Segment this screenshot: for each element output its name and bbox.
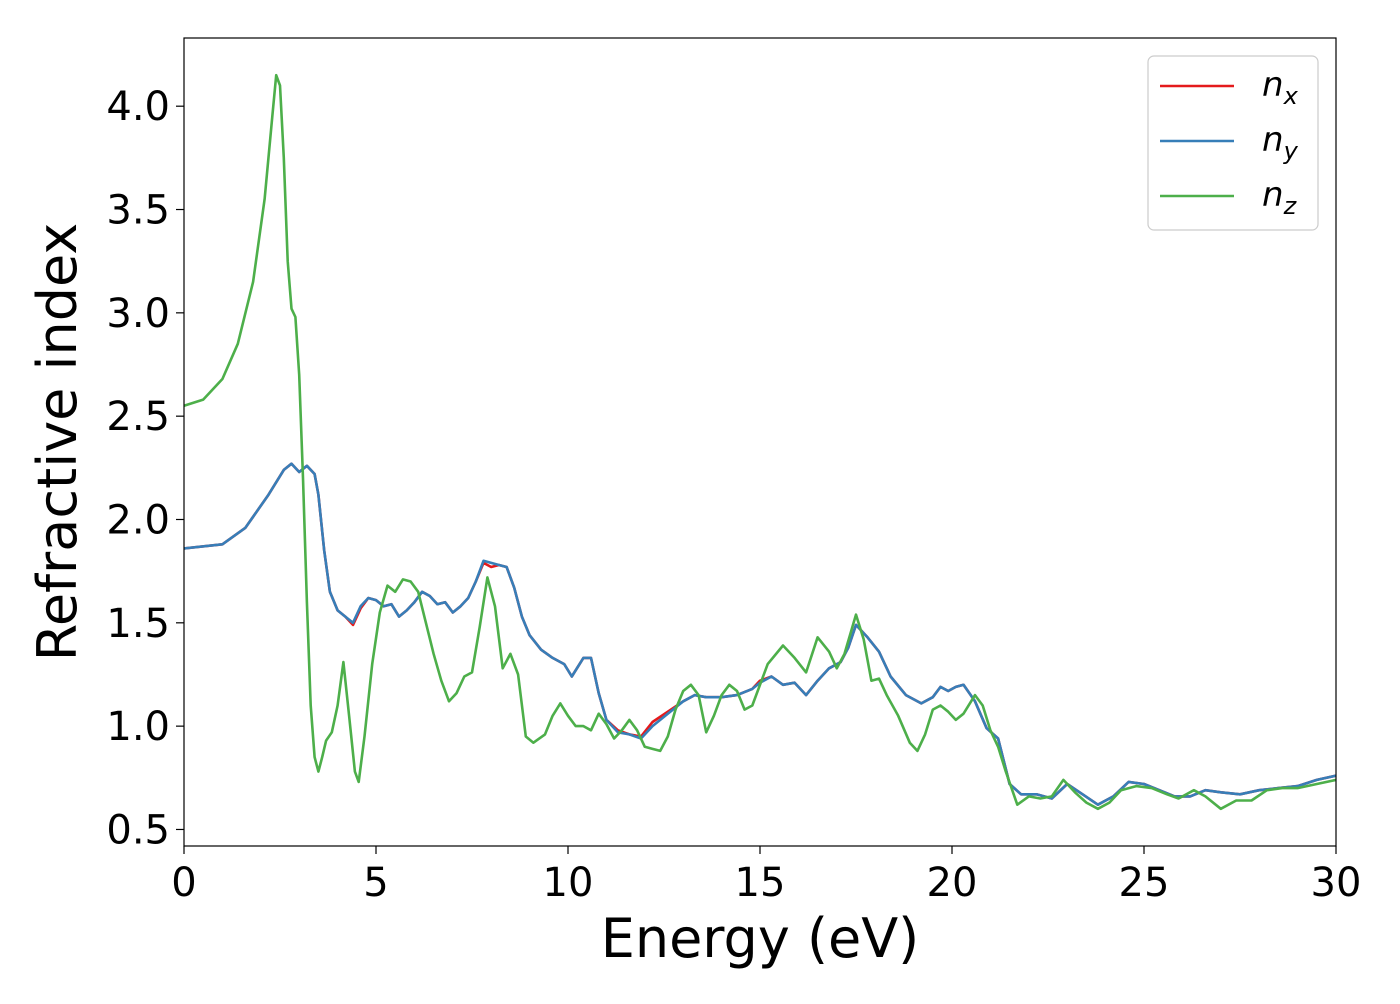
- y-axis-title: Refractive index: [26, 223, 89, 662]
- legend: nx ny nz: [1147, 55, 1319, 231]
- x-axis-title: Energy (eV): [601, 907, 920, 970]
- y-tick-label: 4.0: [106, 84, 170, 130]
- x-axis-ticks: 0 5 10 15 20 25 30: [171, 846, 1361, 906]
- y-tick-label: 2.0: [106, 497, 170, 543]
- y-axis-ticks: 0.5 1.0 1.5 2.0 2.5 3.0 3.5 4.0: [106, 84, 184, 853]
- legend-label-nz: nz: [1262, 175, 1298, 220]
- x-tick-label: 10: [543, 860, 594, 906]
- series-layer: [184, 73, 1336, 811]
- x-tick-label: 25: [1119, 860, 1170, 906]
- series-line-ny: [184, 462, 1336, 806]
- x-tick-label: 0: [171, 860, 196, 906]
- x-tick-label: 20: [927, 860, 978, 906]
- y-tick-label: 3.0: [106, 291, 170, 337]
- y-tick-label: 0.5: [106, 807, 170, 853]
- y-tick-label: 1.0: [106, 704, 170, 750]
- y-tick-label: 3.5: [106, 188, 170, 234]
- legend-label-ny: ny: [1262, 120, 1299, 165]
- series-line-nz: [184, 73, 1336, 811]
- x-tick-label: 5: [363, 860, 388, 906]
- legend-label-nx: nx: [1262, 65, 1299, 110]
- series-line-nx: [184, 462, 1336, 806]
- x-tick-label: 30: [1311, 860, 1362, 906]
- y-tick-label: 1.5: [106, 601, 170, 647]
- legend-box: [1147, 55, 1319, 231]
- y-tick-label: 2.5: [106, 394, 170, 440]
- x-tick-label: 15: [735, 860, 786, 906]
